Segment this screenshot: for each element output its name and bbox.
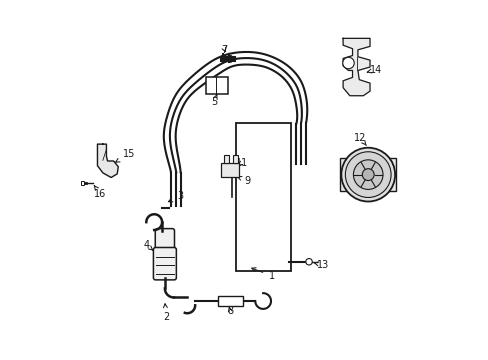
Text: 11: 11 — [235, 158, 247, 168]
Text: 16: 16 — [94, 186, 106, 199]
Text: 4: 4 — [143, 240, 153, 250]
Text: 13: 13 — [314, 260, 329, 270]
Bar — [221, 163, 239, 177]
Text: 3: 3 — [168, 191, 183, 202]
Bar — [81, 181, 83, 185]
Bar — [339, 158, 396, 191]
Text: 10: 10 — [226, 165, 239, 175]
Bar — [206, 77, 228, 94]
Circle shape — [305, 258, 312, 265]
FancyBboxPatch shape — [153, 247, 176, 280]
Text: 2: 2 — [163, 304, 169, 322]
Text: 5: 5 — [210, 94, 217, 107]
Text: 6: 6 — [226, 55, 232, 65]
Text: 7: 7 — [221, 45, 227, 55]
Bar — [224, 155, 228, 163]
Text: 12: 12 — [353, 133, 366, 145]
Circle shape — [345, 152, 390, 198]
Text: 1: 1 — [251, 268, 275, 281]
Text: 8: 8 — [226, 306, 233, 316]
Bar — [235, 123, 290, 271]
FancyBboxPatch shape — [155, 229, 174, 253]
Text: 14: 14 — [366, 64, 382, 75]
Circle shape — [341, 148, 394, 202]
Text: 9: 9 — [237, 176, 250, 186]
Bar — [217, 296, 242, 306]
Polygon shape — [97, 144, 118, 177]
Polygon shape — [343, 39, 369, 96]
Circle shape — [353, 160, 382, 189]
Circle shape — [362, 169, 373, 180]
Bar — [237, 124, 289, 270]
Bar — [232, 155, 237, 163]
Circle shape — [342, 57, 353, 69]
Text: 15: 15 — [116, 149, 135, 162]
